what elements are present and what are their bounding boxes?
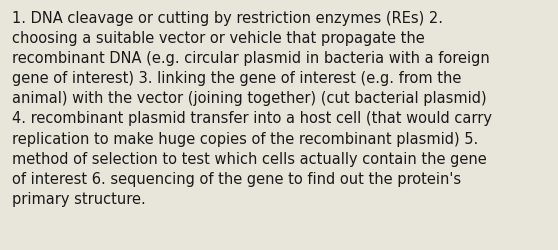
Text: 1. DNA cleavage or cutting by restriction enzymes (REs) 2.
choosing a suitable v: 1. DNA cleavage or cutting by restrictio… bbox=[12, 11, 492, 206]
